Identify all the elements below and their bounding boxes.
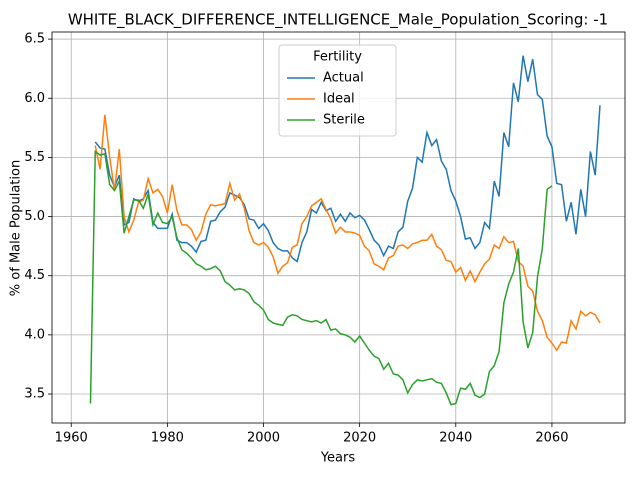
plot-frame (51, 31, 626, 424)
y-tick-label: 5.5 (24, 150, 45, 165)
x-tick-label: 2020 (343, 431, 376, 446)
legend-box (278, 44, 397, 137)
series-line (89, 150, 553, 406)
legend-label: Ideal (323, 92, 355, 107)
series-line (94, 114, 601, 352)
x-tick-label: 1980 (151, 431, 184, 446)
x-axis-label: Years (320, 451, 356, 466)
y-tick-label: 6.0 (24, 91, 45, 106)
x-tick-label: 1960 (55, 431, 88, 446)
x-tick-label: 2060 (535, 431, 568, 446)
y-tick-label: 4.0 (24, 327, 45, 342)
chart-title: WHITE_BLACK_DIFFERENCE_INTELLIGENCE_Male… (68, 11, 608, 30)
legend-label: Sterile (323, 113, 365, 128)
x-tick-label: 2000 (247, 431, 280, 446)
y-tick-label: 3.5 (24, 387, 45, 402)
y-tick-label: 5.0 (24, 209, 45, 224)
legend-title: Fertility (313, 50, 362, 65)
y-tick-label: 6.5 (24, 32, 45, 47)
series-line (94, 55, 601, 263)
y-tick-label: 4.5 (24, 268, 45, 283)
y-axis-label: % of Male Population (9, 160, 24, 296)
x-tick-label: 2040 (439, 431, 472, 446)
legend-label: Actual (323, 71, 364, 86)
